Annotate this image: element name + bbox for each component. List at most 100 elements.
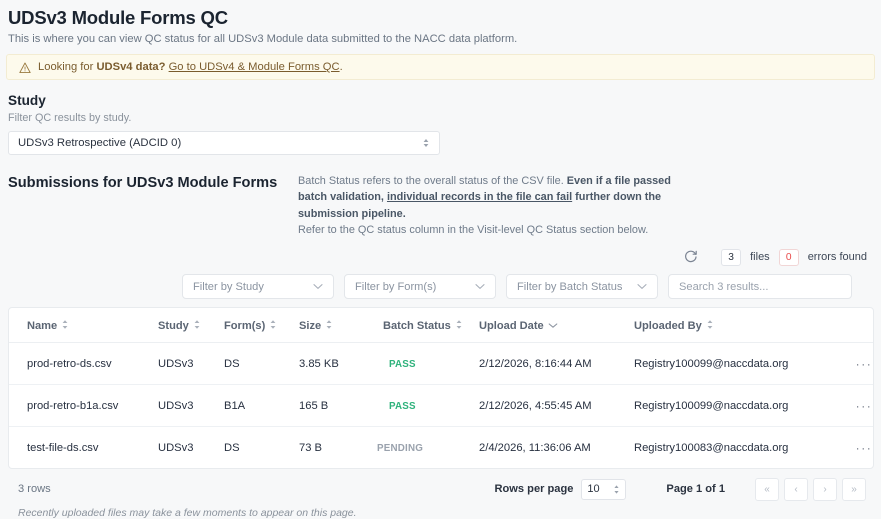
column-label-study: Study [158,320,189,333]
prev-page-button[interactable]: ‹ [784,477,808,501]
desc-bold-1: Even if a file passed batch validation, [298,175,671,204]
table-head: Name Study Form(s) Size [9,308,873,344]
filter-by-study-select[interactable]: Filter by Study [182,274,334,300]
column-label-batch-status: Batch Status [383,320,451,333]
cell-actions: ··· [834,342,873,386]
upload-delay-note: Recently uploaded files may take a few m… [18,507,357,519]
column-header-actions [834,308,873,344]
cell-size: 3.85 KB [299,342,371,386]
next-page-button[interactable]: › [813,477,837,501]
sort-both-icon [455,319,463,333]
study-select[interactable]: UDSv3 Retrospective (ADCID 0) [8,131,440,155]
filters-row: Filter by Study Filter by Form(s) Filter… [6,274,875,300]
desc-line-2: Refer to the QC status column in the Vis… [298,223,649,236]
table-header-row: Name Study Form(s) Size [9,308,873,344]
cell-actions: ··· [834,384,873,428]
submissions-title: Submissions for UDSv3 Module Forms [8,175,278,191]
page-indicator: Page 1 of 1 [666,483,725,496]
cell-forms: B1A [224,384,299,428]
cell-name: test-file-ds.csv [27,442,99,455]
files-count-badge: 3 [721,248,742,266]
filter-by-forms-select[interactable]: Filter by Form(s) [344,274,496,300]
cell-upload-date: 2/4/2026, 11:36:06 AM [479,442,591,455]
cell-name: prod-retro-b1a.csv [9,384,158,428]
cell-uploaded-by: Registry100099@naccdata.org [634,342,834,386]
row-menu-icon[interactable]: ··· [855,357,873,372]
sort-desc-icon [548,320,558,332]
submissions-header-row: Submissions for UDSv3 Module Forms Batch… [6,173,875,238]
column-header-size[interactable]: Size [299,308,371,344]
cell-actions: ··· [834,427,873,469]
table-footer: 3 rows Rows per page 10 Page 1 of 1 « ‹ … [8,477,875,501]
filter-by-study-label: Filter by Study [193,280,264,293]
submissions-description: Batch Status refers to the overall statu… [298,173,698,238]
pagination-controls: Rows per page 10 Page 1 of 1 « ‹ › » [494,477,875,501]
stepper-updown-icon [613,484,620,495]
cell-batch-status: PASS [371,384,479,428]
rows-per-page-value: 10 [587,483,600,496]
table-row[interactable]: prod-retro-ds.csv UDSv3 DS 3.85 KB PASS … [9,342,873,386]
warning-triangle-icon [19,61,31,74]
first-page-button[interactable]: « [755,477,779,501]
cell-size: 73 B [299,442,323,455]
submissions-table: Name Study Form(s) Size [9,308,873,469]
chevron-down-icon [475,281,485,293]
cell-forms: DS [224,342,299,386]
refresh-icon[interactable] [682,248,700,266]
cell-uploaded-by: Registry100099@naccdata.org [634,384,834,428]
chevron-down-icon [313,281,323,293]
cell-study: UDSv3 [158,442,194,455]
row-menu-icon[interactable]: ··· [855,441,873,456]
alert-message: Looking for UDSv4 data? Go to UDSv4 & Mo… [38,61,343,73]
rows-per-page-stepper[interactable]: 10 [581,478,627,500]
column-label-name: Name [27,320,58,333]
page-root: UDSv3 Module Forms QC This is where you … [0,7,881,519]
column-label-forms: Form(s) [224,320,266,333]
cell-size: 165 B [299,384,371,428]
column-header-forms[interactable]: Form(s) [224,308,299,344]
cell-upload-date: 2/12/2026, 4:55:45 AM [479,384,634,428]
counts-bar: 3 files 0 errors found [6,247,875,267]
column-header-uploaded-by[interactable]: Uploaded By [634,308,834,344]
cell-upload-date: 2/12/2026, 8:16:44 AM [479,342,634,386]
column-label-uploaded-by: Uploaded By [634,320,702,333]
cell-forms: DS [224,442,240,455]
cell-batch-status: PASS [371,342,479,386]
cell-name: prod-retro-ds.csv [9,342,158,386]
desc-normal-1: Batch Status refers to the overall statu… [298,175,567,187]
column-header-upload-date[interactable]: Upload Date [479,308,634,344]
cell-uploaded-by: Registry100083@naccdata.org [634,442,789,455]
desc-bold-tail: further down the submission pipeline. [298,191,662,220]
last-page-button[interactable]: » [842,477,866,501]
study-section-hint: Filter QC results by study. [8,112,132,124]
search-input[interactable] [668,274,852,300]
column-header-batch-status[interactable]: Batch Status [371,308,479,344]
errors-count-label: errors found [807,251,867,264]
filter-by-batch-status-select[interactable]: Filter by Batch Status [506,274,658,300]
cell-study: UDSv3 [158,384,224,428]
submissions-table-card: Name Study Form(s) Size [8,307,874,470]
cell-batch-status: PENDING [371,427,479,469]
pager-buttons: « ‹ › » [755,477,866,501]
desc-bold-underline: individual records in the file can fail [386,191,573,204]
sort-both-icon [325,319,333,333]
filter-by-batch-status-label: Filter by Batch Status [517,280,623,293]
errors-count-badge: 0 [778,248,799,266]
study-section-label: Study [8,93,46,108]
sort-both-icon [269,319,277,333]
table-row[interactable]: prod-retro-b1a.csv UDSv3 B1A 165 B PASS … [9,384,873,428]
rows-per-page-label: Rows per page [494,483,574,496]
udsv4-alert-banner: Looking for UDSv4 data? Go to UDSv4 & Mo… [6,54,875,80]
rows-count-label: 3 rows [18,483,51,496]
udsv4-qc-link[interactable]: Go to UDSv4 & Module Forms QC [168,61,340,73]
table-body: prod-retro-ds.csv UDSv3 DS 3.85 KB PASS … [9,342,873,469]
column-header-study[interactable]: Study [158,308,224,344]
table-row[interactable]: test-file-ds.csv UDSv3 DS 73 B PENDING 2… [9,427,873,469]
status-badge: PASS [389,401,416,413]
cell-study: UDSv3 [158,342,224,386]
column-label-size: Size [299,320,322,333]
status-badge: PENDING [377,443,424,455]
row-menu-icon[interactable]: ··· [855,399,873,414]
column-header-name[interactable]: Name [9,308,158,344]
alert-text-before: Looking for [38,61,97,73]
